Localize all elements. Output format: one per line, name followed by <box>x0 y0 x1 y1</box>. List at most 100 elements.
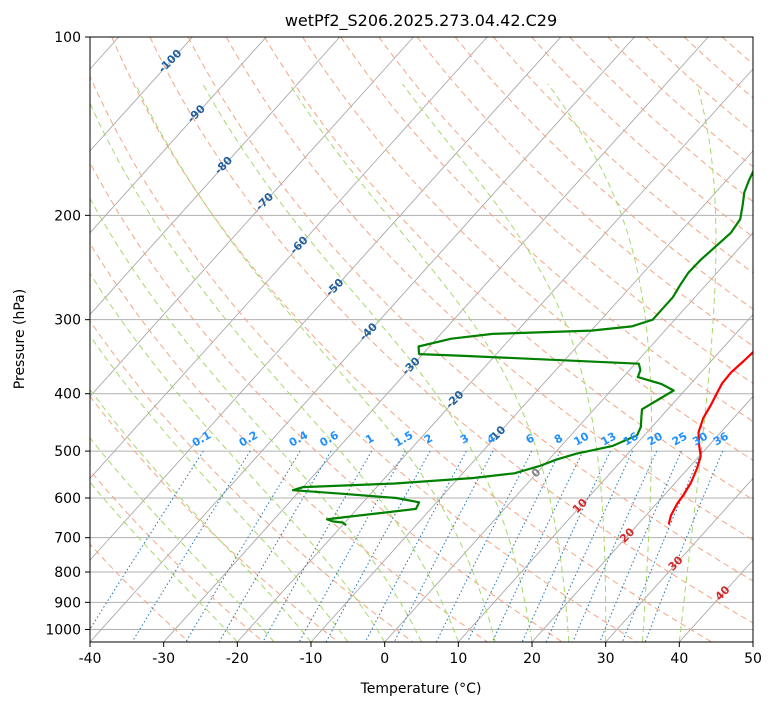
isotherm-line <box>752 641 753 642</box>
x-tick-label: -10 <box>300 651 323 667</box>
isotherm-line <box>90 37 341 316</box>
dry-adiabat-line <box>378 37 753 384</box>
mixing-ratio-line <box>90 450 204 630</box>
mixing-ratio-line <box>521 450 611 642</box>
dry-adiabat-line <box>531 37 753 238</box>
isotherm-line <box>90 37 635 642</box>
y-tick-label: 700 <box>54 531 81 547</box>
mixing-ratio-label: 36 <box>711 429 731 448</box>
moist-adiabat-line <box>402 83 607 642</box>
isotherm-line <box>90 37 267 234</box>
mixing-ratio-line <box>545 450 633 642</box>
dry-adiabat-line <box>340 37 753 423</box>
moist-adiabat-line <box>90 102 459 642</box>
dry-adiabat-line <box>90 395 339 642</box>
dry-adiabat-line <box>90 469 264 642</box>
dry-adiabat-line <box>225 37 753 541</box>
mixing-ratio-label: 3 <box>458 432 471 447</box>
mixing-ratio-line <box>572 450 658 642</box>
mixing-ratio-line <box>185 450 301 642</box>
dry-adiabat-line <box>302 37 753 461</box>
mixing-ratio-label: 10 <box>571 429 591 448</box>
x-tick-label: -20 <box>226 651 249 667</box>
x-tick-label: 50 <box>744 651 762 667</box>
dry-adiabat-line <box>90 320 414 642</box>
mixing-ratio-line <box>644 450 724 642</box>
dry-adiabat-line <box>264 37 753 501</box>
isotherm-line <box>457 313 753 642</box>
mixing-ratio-line <box>621 450 703 642</box>
mixing-ratio-label: 30 <box>690 429 710 448</box>
dry-adiabat-line <box>90 75 638 642</box>
x-tick-label: 40 <box>670 651 688 667</box>
y-axis: 100 200 300 400 500 600 700 800 900 1000 <box>45 30 90 638</box>
isotherm-line <box>90 37 414 398</box>
y-axis-title: Pressure (hPa) <box>12 289 28 389</box>
isotherm-line <box>384 232 753 642</box>
dry-adiabat-line <box>90 242 488 642</box>
dry-adiabat-line <box>90 543 190 642</box>
chart-title: wetPf2_S206.2025.273.04.42.C29 <box>285 11 557 31</box>
dry-adiabat-line <box>607 37 753 168</box>
dry-adiabat-line <box>90 161 563 642</box>
mixing-ratio-label: 25 <box>670 430 690 449</box>
y-tick-label: 600 <box>54 491 81 507</box>
background-lines <box>90 37 775 642</box>
isotherm-line <box>531 395 753 642</box>
moist-adiabat-line <box>134 83 496 642</box>
dry-adiabat-line <box>149 37 753 624</box>
y-tick-label: 1000 <box>45 622 81 638</box>
mixing-ratio-label: 20 <box>645 429 665 448</box>
x-tick-label: 0 <box>380 651 389 667</box>
moist-adiabat-line <box>90 437 275 642</box>
y-tick-label: 900 <box>54 595 81 611</box>
y-tick-label: 100 <box>54 30 81 46</box>
mixing-ratio-label: 1 <box>363 432 376 447</box>
mixing-ratio-line <box>131 450 251 642</box>
mixing-ratio-label: 1.5 <box>392 429 415 450</box>
moist-adiabat-line <box>90 388 312 642</box>
x-tick-label: 30 <box>597 651 615 667</box>
isotherm-line <box>90 37 562 561</box>
isotherm-line <box>605 477 753 642</box>
dry-adiabat-line <box>569 37 753 203</box>
dry-adiabat-line <box>454 37 753 310</box>
y-tick-label: 500 <box>54 444 81 460</box>
mixing-ratio-label: 0.4 <box>287 428 311 449</box>
dry-adiabat-line <box>111 37 712 642</box>
mixing-ratio-line <box>393 450 494 642</box>
isotherm-line <box>163 37 709 642</box>
dry-adiabat-line <box>187 37 753 582</box>
moist-adiabat-line <box>678 83 717 642</box>
x-axis-title: Temperature (°C) <box>360 681 482 697</box>
mixing-ratio-line <box>218 450 332 642</box>
mixing-ratio-label: 0.1 <box>190 429 213 450</box>
x-tick-label: 20 <box>523 651 541 667</box>
dry-adiabat-line <box>761 37 775 642</box>
line-labels: -100-90-80-70-60-50-40-30-20-100.1 0.2 0.4… <box>156 47 733 604</box>
moist-adiabat-line <box>202 83 533 642</box>
mixing-ratio-line <box>599 450 682 642</box>
mixing-ratio-line <box>491 450 584 642</box>
mixing-ratio-label: 0.6 <box>318 428 342 449</box>
plot-frame <box>89 36 754 643</box>
isotherm-line <box>236 68 753 642</box>
x-tick-label: 10 <box>449 651 467 667</box>
y-tick-label: 300 <box>54 313 81 329</box>
mixing-ratio-label: 0.2 <box>237 429 260 450</box>
isotherm-line <box>678 559 753 642</box>
x-axis: -40 -30 -20 -10 0 10 20 30 40 50 <box>79 642 762 667</box>
mixing-ratio-line <box>467 450 561 642</box>
moist-adiabat-line <box>547 83 653 642</box>
y-tick-label: 400 <box>54 387 81 403</box>
temperature-profile-line <box>667 350 753 525</box>
moist-adiabat-line <box>90 481 238 642</box>
mixing-ratio-line <box>298 450 406 642</box>
mixing-ratio-line <box>364 450 467 642</box>
y-tick-label: 800 <box>54 565 81 581</box>
dry-adiabat-line <box>493 37 753 274</box>
x-tick-label: -40 <box>79 651 102 667</box>
dry-adiabat-line <box>645 37 753 133</box>
moist-adiabat-line <box>90 334 349 642</box>
